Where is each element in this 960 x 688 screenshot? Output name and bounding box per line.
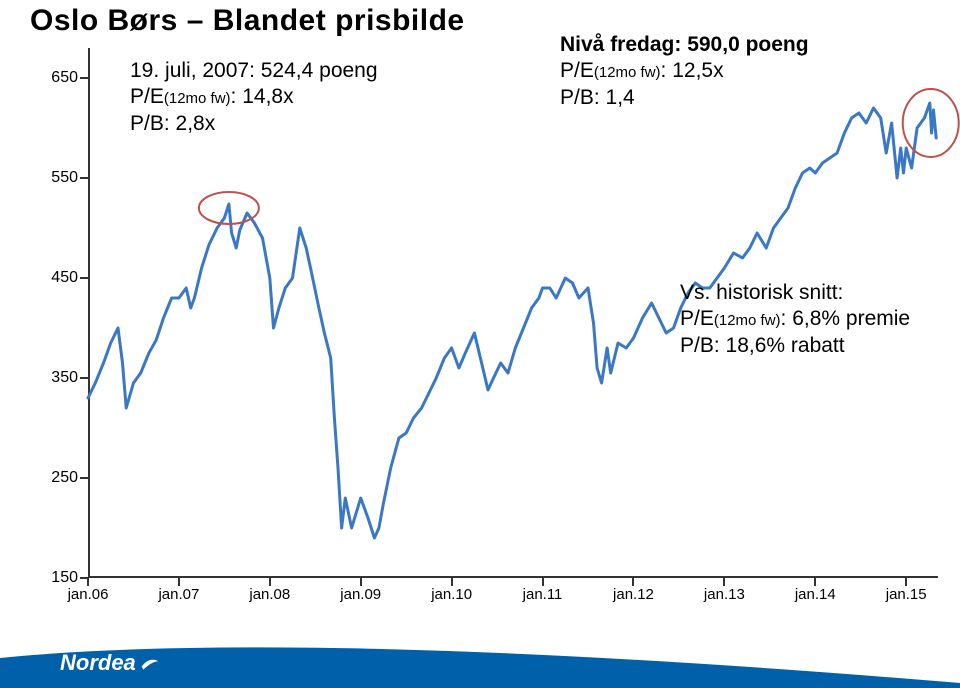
y-tick-label: 450 <box>51 269 78 287</box>
x-tick <box>360 578 362 586</box>
swoosh-icon <box>140 653 160 673</box>
x-tick-label: jan.10 <box>431 586 472 603</box>
x-tick-label: jan.09 <box>340 586 381 603</box>
x-tick-label: jan.06 <box>68 586 109 603</box>
y-tick <box>80 277 88 279</box>
y-tick <box>80 477 88 479</box>
x-tick-label: jan.15 <box>886 586 927 603</box>
y-tick-label: 250 <box>51 469 78 487</box>
x-tick-label: jan.14 <box>795 586 836 603</box>
x-tick-label: jan.13 <box>704 586 745 603</box>
y-tick <box>80 377 88 379</box>
x-tick-label: jan.11 <box>523 586 563 603</box>
nordea-logo: Nordea <box>60 650 160 676</box>
x-tick-label: jan.12 <box>613 586 654 603</box>
annotation-left: 19. juli, 2007: 524,4 poeng P/E(12mo fw)… <box>130 58 378 137</box>
x-tick <box>905 578 907 586</box>
x-tick-label: jan.07 <box>158 586 199 603</box>
x-tick <box>269 578 271 586</box>
x-tick-label: jan.08 <box>249 586 290 603</box>
x-tick <box>451 578 453 586</box>
x-tick <box>632 578 634 586</box>
x-tick <box>87 578 89 586</box>
annotation-right-top: Nivå fredag: 590,0 poeng P/E(12mo fw): 1… <box>560 32 809 111</box>
y-tick <box>80 77 88 79</box>
x-tick <box>814 578 816 586</box>
y-tick-label: 150 <box>51 569 78 587</box>
page-title: Oslo Børs – Blandet prisbilde <box>30 4 465 38</box>
y-tick-label: 550 <box>51 169 78 187</box>
annotation-right-mid: Vs. historisk snitt: P/E(12mo fw): 6,8% … <box>680 280 910 359</box>
y-tick-label: 350 <box>51 369 78 387</box>
x-tick <box>178 578 180 586</box>
y-tick-label: 650 <box>51 69 78 87</box>
y-tick <box>80 177 88 179</box>
x-tick <box>723 578 725 586</box>
x-tick <box>542 578 544 586</box>
